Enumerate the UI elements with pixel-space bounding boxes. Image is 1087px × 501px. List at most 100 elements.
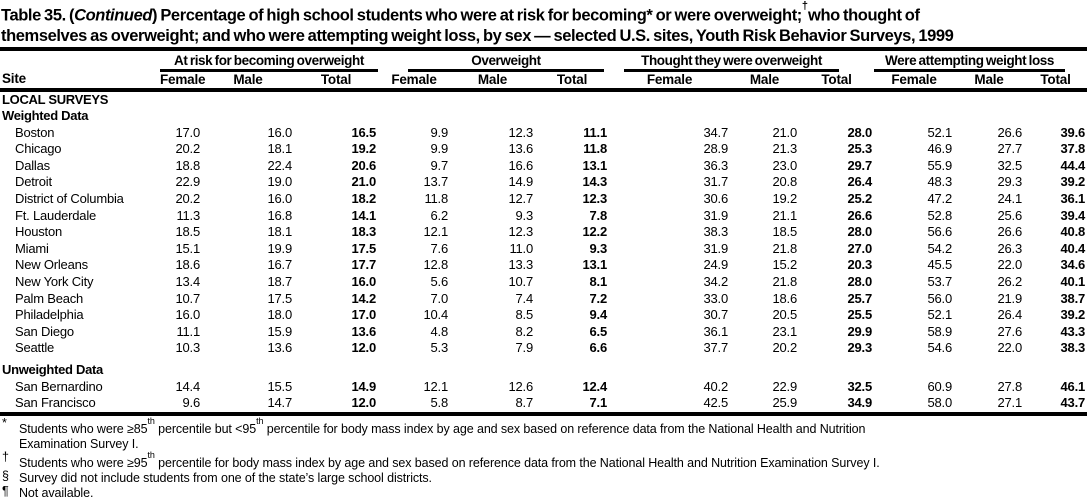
value-cell: 16.5 (351, 124, 376, 140)
value-cell: 20.2 (175, 191, 200, 207)
value-cell: 52.8 (927, 207, 953, 223)
table-row: San Bernardino 14.4 15.5 14.9 12.1 12.6 12.4 40… (0, 379, 1087, 396)
value-cell: 13.6 (508, 141, 533, 157)
value-cell: 58.0 (927, 395, 953, 411)
value-cell: 17.0 (175, 124, 200, 140)
value-cell: 13.1 (582, 257, 607, 273)
col-header-female: Female (160, 71, 206, 87)
value-cell: 40.4 (1060, 240, 1086, 256)
col-header-male: Male (974, 71, 1004, 87)
value-cell: 39.4 (1060, 207, 1086, 223)
table-row: Detroit 22.9 19.0 21.0 13.7 14.9 14.3 31.7 20.8 2… (0, 174, 1087, 191)
site-name: District of Columbia (15, 191, 124, 207)
value-cell: 33.0 (703, 290, 728, 306)
asterisk-symbol: * (2, 415, 7, 430)
title-text: themselves as overweight; and who were a… (1, 26, 954, 45)
site-name: Ft. Lauderdale (15, 207, 97, 223)
value-cell: 21.3 (772, 141, 797, 157)
value-cell: 15.9 (267, 323, 292, 339)
value-cell: 48.3 (927, 174, 953, 190)
col-header-total: Total (320, 71, 352, 87)
data-table: Site At risk for becoming overweight Ove… (0, 51, 1087, 412)
title-continued: Continued (74, 6, 153, 25)
value-cell: 17.5 (351, 240, 376, 256)
section-label: LOCAL SURVEYS (2, 91, 109, 107)
value-cell: 14.3 (582, 174, 607, 190)
value-cell: 28.9 (703, 141, 728, 157)
value-cell: 5.6 (430, 274, 449, 290)
site-name: Philadelphia (15, 307, 84, 323)
footnote-text: Students who were ≥95 (19, 456, 148, 471)
value-cell: 32.5 (847, 378, 873, 394)
footnote-text: percentile for body mass index by age an… (154, 456, 880, 471)
value-cell: 7.2 (589, 290, 608, 306)
value-cell: 12.3 (582, 191, 607, 207)
value-cell: 10.3 (175, 340, 200, 356)
value-cell: 20.3 (847, 257, 873, 273)
value-cell: 37.8 (1060, 141, 1086, 157)
value-cell: 19.9 (267, 240, 292, 256)
value-cell: 29.3 (847, 340, 873, 356)
table-title: Table 35. (Continued) Percentage of high… (0, 0, 1087, 46)
value-cell: 47.2 (927, 191, 953, 207)
table-row: Philadelphia 16.0 18.0 17.0 10.4 8.5 9.4 30.7 20… (0, 307, 1087, 324)
value-cell: 16.0 (267, 124, 292, 140)
site-name: New Orleans (15, 257, 88, 273)
value-cell: 21.1 (772, 207, 797, 223)
footnote-text: percentile for body mass index by age an… (263, 421, 866, 436)
value-cell: 40.2 (703, 378, 728, 394)
col-header-female: Female (391, 71, 437, 87)
section-label: Weighted Data (2, 108, 89, 124)
value-cell: 32.5 (997, 157, 1023, 173)
table-row: Chicago 20.2 18.1 19.2 9.9 13.6 11.8 28.9 21.3 25… (0, 141, 1087, 158)
value-cell: 18.8 (175, 157, 200, 173)
footnote-text: th (256, 415, 264, 426)
value-cell: 27.0 (847, 240, 873, 256)
value-cell: 18.5 (175, 224, 200, 240)
value-cell: 13.1 (582, 157, 607, 173)
value-cell: 22.4 (267, 157, 292, 173)
site-column-header: Site (2, 70, 26, 86)
value-cell: 17.7 (351, 257, 376, 273)
value-cell: 54.6 (927, 340, 953, 356)
footnote-text: Examination Survey I. (19, 436, 139, 451)
value-cell: 14.9 (508, 174, 533, 190)
value-cell: 11.8 (583, 141, 607, 157)
value-cell: 26.4 (847, 174, 873, 190)
value-cell: 36.3 (703, 157, 728, 173)
value-cell: 28.0 (847, 274, 873, 290)
table-body: LOCAL SURVEYS Weighted Data Boston 17.0 16.0… (0, 90, 1087, 412)
value-cell: 21.8 (772, 274, 797, 290)
value-cell: 7.6 (430, 240, 449, 256)
value-cell: 11.0 (509, 240, 533, 256)
value-cell: 42.5 (703, 395, 728, 411)
value-cell: 10.7 (175, 290, 200, 306)
value-cell: 58.9 (927, 323, 953, 339)
site-name: San Francisco (15, 395, 96, 411)
value-cell: 46.1 (1060, 378, 1086, 394)
value-cell: 25.2 (847, 191, 873, 207)
value-cell: 27.1 (997, 395, 1023, 411)
group-label-weight-loss: Were attempting weight loss (874, 53, 1066, 72)
value-cell: 7.9 (515, 340, 534, 356)
value-cell: 22.9 (772, 378, 797, 394)
group-label-overweight: Overweight (408, 53, 604, 72)
value-cell: 12.3 (508, 124, 533, 140)
site-name: Dallas (15, 157, 50, 173)
value-cell: 7.4 (515, 290, 534, 306)
value-cell: 12.1 (423, 378, 448, 394)
value-cell: 14.4 (175, 378, 200, 394)
table-row: Boston 17.0 16.0 16.5 9.9 12.3 11.1 34.7 21.0 28.… (0, 125, 1087, 142)
value-cell: 26.3 (997, 240, 1023, 256)
value-cell: 34.7 (703, 124, 728, 140)
value-cell: 12.7 (508, 191, 533, 207)
value-cell: 43.7 (1060, 395, 1086, 411)
value-cell: 28.0 (847, 224, 873, 240)
table-row: San Francisco 9.6 14.7 12.0 5.8 8.7 7.1 42.5 25.… (0, 395, 1087, 412)
value-cell: 14.2 (351, 290, 376, 306)
value-cell: 53.7 (927, 274, 953, 290)
footnote-text: Not available. (19, 486, 94, 501)
site-name: Chicago (15, 141, 62, 157)
section-label: Unweighted Data (2, 362, 103, 377)
value-cell: 11.1 (583, 124, 607, 140)
